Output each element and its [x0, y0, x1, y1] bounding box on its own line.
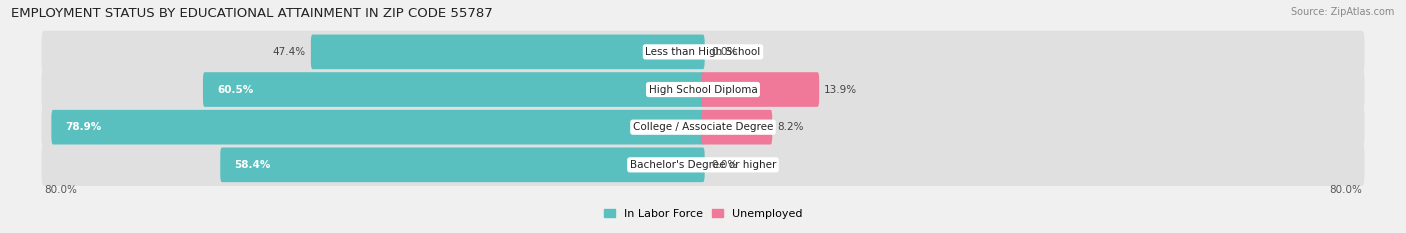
Text: 8.2%: 8.2%	[778, 122, 804, 132]
FancyBboxPatch shape	[221, 147, 704, 182]
FancyBboxPatch shape	[42, 144, 1364, 186]
FancyBboxPatch shape	[42, 69, 1364, 111]
Text: 0.0%: 0.0%	[711, 160, 738, 170]
Text: High School Diploma: High School Diploma	[648, 85, 758, 95]
FancyBboxPatch shape	[702, 72, 820, 107]
FancyBboxPatch shape	[42, 106, 1364, 148]
Text: 13.9%: 13.9%	[824, 85, 858, 95]
Text: College / Associate Degree: College / Associate Degree	[633, 122, 773, 132]
Text: 0.0%: 0.0%	[711, 47, 738, 57]
Legend: In Labor Force, Unemployed: In Labor Force, Unemployed	[599, 204, 807, 223]
Text: Less than High School: Less than High School	[645, 47, 761, 57]
FancyBboxPatch shape	[52, 110, 704, 144]
Text: 47.4%: 47.4%	[273, 47, 307, 57]
Text: 80.0%: 80.0%	[44, 185, 77, 195]
Text: 58.4%: 58.4%	[235, 160, 270, 170]
FancyBboxPatch shape	[202, 72, 704, 107]
Text: EMPLOYMENT STATUS BY EDUCATIONAL ATTAINMENT IN ZIP CODE 55787: EMPLOYMENT STATUS BY EDUCATIONAL ATTAINM…	[11, 7, 494, 20]
Text: Bachelor's Degree or higher: Bachelor's Degree or higher	[630, 160, 776, 170]
FancyBboxPatch shape	[702, 110, 772, 144]
Text: 60.5%: 60.5%	[217, 85, 253, 95]
Text: Source: ZipAtlas.com: Source: ZipAtlas.com	[1291, 7, 1395, 17]
FancyBboxPatch shape	[42, 31, 1364, 73]
Text: 78.9%: 78.9%	[66, 122, 101, 132]
Text: 80.0%: 80.0%	[1329, 185, 1362, 195]
FancyBboxPatch shape	[311, 34, 704, 69]
